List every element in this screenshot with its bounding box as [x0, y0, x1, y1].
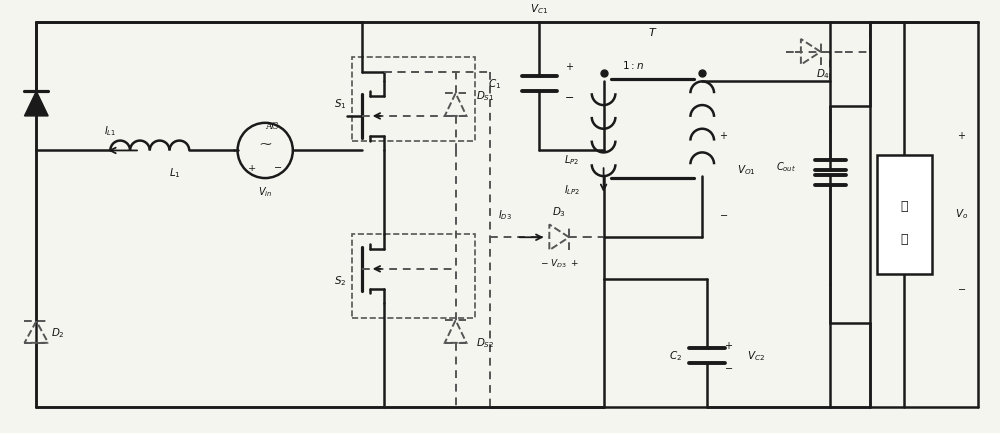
Text: $D_3$: $D_3$ [552, 206, 566, 220]
Text: $-\ V_{D3}\ +$: $-\ V_{D3}\ +$ [540, 258, 579, 270]
Text: $V_o$: $V_o$ [955, 208, 968, 221]
Text: $C_{out}$: $C_{out}$ [776, 160, 796, 174]
Text: $-$: $-$ [957, 284, 966, 293]
Text: $V_{C2}$: $V_{C2}$ [747, 349, 766, 362]
Text: $D_{S1}$: $D_{S1}$ [476, 89, 494, 103]
Text: 载: 载 [901, 233, 908, 246]
Text: $V_{O1}$: $V_{O1}$ [737, 163, 756, 177]
Text: $I_{D3}$: $I_{D3}$ [498, 209, 512, 223]
Text: $I_{LP2}$: $I_{LP2}$ [564, 183, 580, 197]
Text: $+$: $+$ [565, 61, 574, 72]
Text: $S_1$: $S_1$ [334, 97, 346, 111]
Text: +: + [248, 164, 257, 173]
Text: AC: AC [265, 122, 279, 131]
Text: $+$: $+$ [724, 340, 733, 351]
Text: 负: 负 [901, 200, 908, 213]
Text: $L_{P2}$: $L_{P2}$ [564, 153, 580, 167]
Polygon shape [24, 91, 48, 116]
Text: $-$: $-$ [719, 210, 729, 219]
Text: $+$: $+$ [957, 130, 966, 141]
Text: $C_1$: $C_1$ [488, 78, 502, 91]
Text: $D_{S2}$: $D_{S2}$ [476, 336, 494, 350]
Text: $D_4$: $D_4$ [816, 68, 831, 81]
Text: $V_{C1}$: $V_{C1}$ [530, 3, 549, 16]
Text: $T$: $T$ [648, 26, 658, 38]
Text: $C_2$: $C_2$ [669, 349, 682, 362]
Text: $L_1$: $L_1$ [169, 166, 180, 180]
Bar [877, 155, 932, 274]
Text: −: − [274, 164, 282, 173]
Text: $S_2$: $S_2$ [334, 274, 346, 288]
Text: $1:n$: $1:n$ [622, 58, 644, 71]
Text: $V_{in}$: $V_{in}$ [258, 185, 272, 199]
Text: $+$: $+$ [719, 130, 728, 141]
Text: $D_2$: $D_2$ [51, 326, 65, 340]
Text: ~: ~ [258, 135, 272, 152]
Bar [352, 57, 475, 141]
Text: $-$: $-$ [724, 363, 733, 372]
Text: $-$: $-$ [564, 91, 574, 101]
Text: $I_{L1}$: $I_{L1}$ [104, 124, 116, 138]
Bar [352, 234, 475, 318]
